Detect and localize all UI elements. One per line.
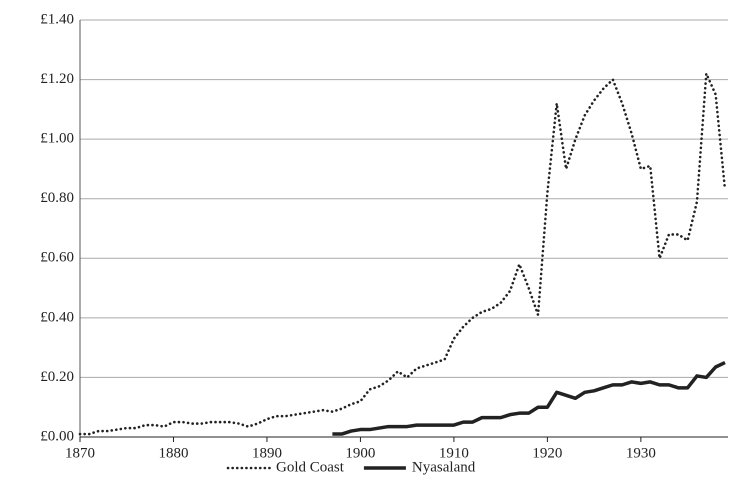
- line-series: [332, 360, 726, 436]
- y-tick-label: £1.40: [40, 11, 74, 27]
- y-tick-label: £1.00: [40, 131, 74, 147]
- y-tick-label: £0.60: [40, 250, 74, 266]
- line-series: [78, 72, 727, 436]
- y-tick-label: £0.00: [40, 428, 74, 444]
- legend-label: Nyasaland: [412, 459, 476, 475]
- x-tick-label: 1910: [439, 445, 469, 461]
- y-tick-label: £0.40: [40, 309, 74, 325]
- x-tick-label: 1920: [532, 445, 562, 461]
- x-tick-label: 1880: [158, 445, 188, 461]
- y-tick-label: £0.20: [40, 369, 74, 385]
- y-tick-label: £1.20: [40, 71, 74, 87]
- x-tick-label: 1890: [252, 445, 282, 461]
- x-tick-label: 1930: [626, 445, 656, 461]
- y-tick-label: £0.80: [40, 190, 74, 206]
- x-tick-label: 1870: [65, 445, 95, 461]
- x-tick-label: 1900: [345, 445, 375, 461]
- legend-label: Gold Coast: [276, 459, 345, 475]
